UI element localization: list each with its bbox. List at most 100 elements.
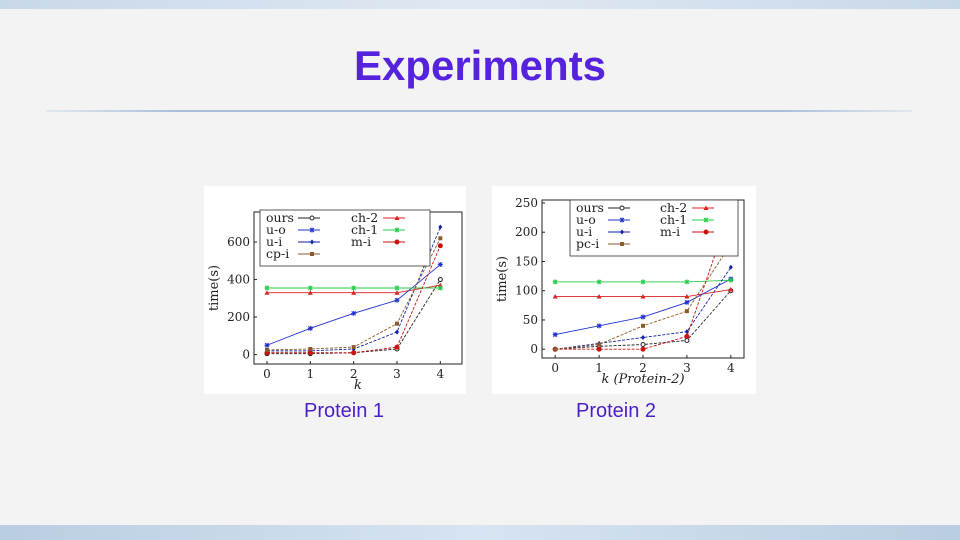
x-tick-label: 3 [393,367,401,381]
data-point-pc-i [641,323,645,328]
data-point-ours [437,277,443,283]
legend-label: ch-2 [660,200,687,215]
data-point-ch-1 [307,285,313,291]
legend-marker [309,215,315,221]
y-tick-label: 200 [227,310,250,324]
data-point-u-o [552,332,558,338]
bottom-band [0,525,960,540]
data-point-u-o [596,323,602,329]
legend-label: ours [576,200,604,215]
data-point-ch-1 [552,279,558,285]
x-tick-label: 3 [683,361,691,375]
data-point-u-i [728,264,733,270]
data-point-ch-2 [640,294,646,299]
legend-marker [310,252,314,256]
legend: ours ch-2 u-o ch-1 u-i m-i pc-i [569,199,739,257]
data-point-ch-1 [684,279,690,285]
data-point-u-i [641,335,645,341]
data-point-u-o [307,325,313,331]
legend-label: ch-1 [351,222,378,237]
y-tick-label: 400 [227,273,250,287]
x-tick-label: 0 [263,367,271,381]
series-u-o [264,262,443,348]
x-tick-label: 4 [727,361,735,375]
caption-protein-1: Protein 1 [304,400,385,422]
legend-label: pc-i [576,236,599,251]
data-point-u-o [264,342,270,348]
data-point-cp-i [308,346,313,351]
series-u-i [553,264,733,352]
legend-label: u-i [266,234,282,249]
series-line-u-i [555,267,732,350]
legend-label: m-i [351,234,371,249]
series-u-o [552,276,734,338]
x-tick-label: 2 [639,361,647,375]
legend-label: cp-i [266,246,289,261]
legend-label: ch-1 [660,212,687,227]
x-tick-label: 2 [350,367,358,381]
data-point-m-i [640,346,646,352]
data-point-ch-1 [596,279,602,285]
legend-marker [394,215,400,220]
legend-label: u-i [576,224,592,239]
y-tick-label: 100 [515,284,538,298]
data-point-ch-2 [264,290,270,295]
data-point-m-i [394,344,400,350]
data-point-ch-1 [640,279,646,285]
top-band [0,0,960,9]
data-point-m-i [684,333,690,339]
data-point-m-i [351,350,357,356]
data-point-cp-i [265,347,269,352]
legend-label: ours [266,210,294,225]
slide-title: Experiments [353,42,607,89]
chart-1-svg: 0 200 400 600 0 1 2 3 4 k time(s) ours ch-2 u-o ch-1 u-… [207,209,463,393]
data-point-u-o [684,299,690,305]
data-point-pc-i [684,309,689,314]
legend: ours ch-2 u-o ch-1 u-i m-i cp-i [259,209,431,267]
data-point-cp-i [438,236,443,241]
y-tick-label: 150 [515,254,538,268]
data-point-m-i [596,346,602,352]
series-cp-i [265,236,443,352]
data-point-ch-1 [264,285,270,291]
legend-marker [394,227,400,233]
chart-2-svg: 0 50 100 150 200 250 0 1 2 3 4 k (Protein-2) time(s)… [495,196,745,387]
series-line-ours [555,290,732,350]
data-point-ch-2 [596,294,602,299]
y-tick-label: 50 [523,313,538,327]
legend-marker [394,239,400,245]
data-point-ch-1 [394,285,400,291]
data-point-u-o [640,314,646,320]
data-point-u-i [395,329,399,335]
data-point-pc-i [597,342,602,347]
data-point-cp-i [395,321,399,326]
chart-protein-2: 0 50 100 150 200 250 0 1 2 3 4 k (Protein-2) time(s)… [492,186,756,394]
data-point-m-i [307,350,313,356]
data-point-ours [684,337,690,343]
y-axis-label: time(s) [495,256,510,302]
legend-marker [310,239,314,245]
data-point-cp-i [351,345,356,350]
data-point-ch-2 [684,294,690,299]
x-axis-label: k [354,378,362,393]
data-point-pc-i [553,347,558,352]
caption-protein-2: Protein 2 [576,400,657,422]
legend-box [259,209,431,267]
series-ch-2 [552,287,734,299]
legend-marker [620,242,624,246]
data-point-ch-1 [351,285,357,291]
y-tick-label: 0 [530,342,538,356]
legend-marker [619,217,625,223]
chart-protein-1: 0 200 400 600 0 1 2 3 4 k time(s) ours ch-2 u-o ch-1 u-… [204,186,466,394]
data-point-u-o [394,297,400,303]
legend-marker [619,205,625,211]
legend-label: ch-2 [351,210,378,225]
data-point-ch-2 [728,287,734,292]
x-axis-label: k (Protein-2) [601,372,684,387]
data-point-ch-2 [394,290,400,295]
legend-marker [309,227,315,233]
y-tick-label: 600 [227,235,250,249]
data-point-u-i [438,224,443,230]
x-tick-label: 1 [307,367,315,381]
data-point-ch-2 [351,290,357,295]
